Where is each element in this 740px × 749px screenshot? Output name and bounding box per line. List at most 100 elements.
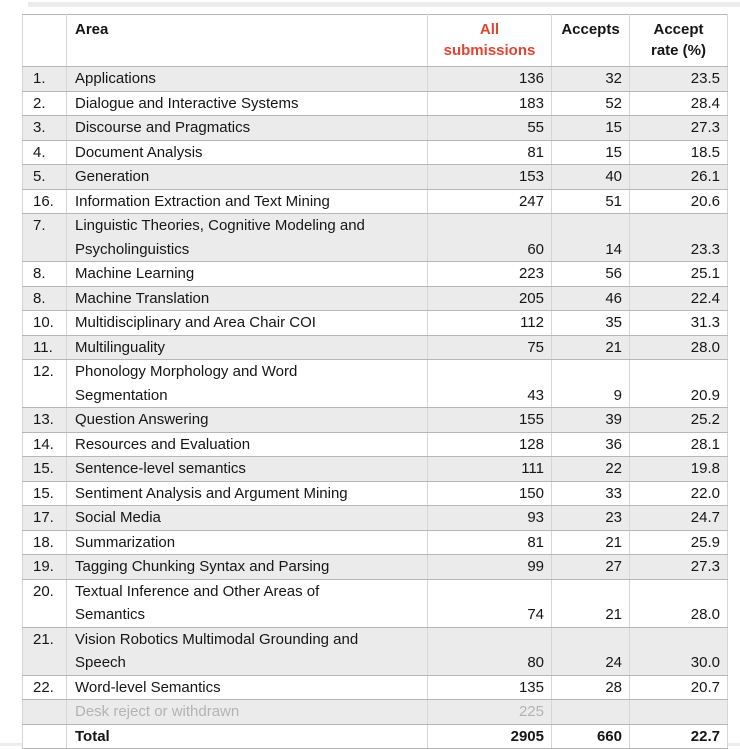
accepts-cell: 15 (551, 115, 630, 141)
accepts-cell: 22 (551, 456, 630, 482)
accept-rate-cell: 20.9 (629, 359, 728, 408)
accepts-cell: 40 (551, 164, 630, 190)
accept-rate-cell: 22.7 (629, 723, 728, 749)
col-header-accept-rate: Accept rate (%) (629, 14, 728, 67)
area-cell: Word-level Semantics (66, 674, 428, 700)
area-cell: Information Extraction and Text Mining (66, 188, 428, 214)
accept-rate-cell: 26.1 (629, 164, 728, 190)
all-submissions-cell: 81 (427, 529, 552, 555)
table-row: 19. Tagging Chunking Syntax and Parsing … (22, 554, 728, 580)
all-submissions-cell: 55 (427, 115, 552, 141)
all-submissions-cell: 136 (427, 66, 552, 92)
cropped-content-edge-top (28, 2, 740, 7)
area-cell: Document Analysis (66, 139, 428, 165)
row-number-cell: 15. (22, 480, 67, 506)
table-row: 10. Multidisciplinary and Area Chair COI… (22, 310, 728, 336)
area-cell: Generation (66, 164, 428, 190)
all-submissions-cell: 153 (427, 164, 552, 190)
accepts-cell: 52 (551, 90, 630, 116)
area-cell: Sentiment Analysis and Argument Mining (66, 480, 428, 506)
area-cell: Vision Robotics Multimodal Grounding and… (66, 626, 428, 676)
all-submissions-cell: 247 (427, 188, 552, 214)
row-number-cell: 1. (22, 66, 67, 92)
area-cell: Summarization (66, 529, 428, 555)
accept-rate-cell: 25.1 (629, 261, 728, 287)
all-submissions-cell: 93 (427, 505, 552, 531)
all-submissions-cell: 205 (427, 285, 552, 311)
all-submissions-cell: 225 (427, 699, 552, 725)
accepts-cell: 56 (551, 261, 630, 287)
accept-rate-cell: 28.0 (629, 578, 728, 628)
row-number-cell: 4. (22, 139, 67, 165)
all-submissions-cell: 60 (427, 213, 552, 262)
area-cell: Textual Inference and Other Areas of Sem… (66, 578, 428, 628)
area-cell: Linguistic Theories, Cognitive Modeling … (66, 213, 428, 262)
table-row: 13. Question Answering 155 39 25.2 (22, 407, 728, 433)
table-row: 16. Information Extraction and Text Mini… (22, 188, 728, 214)
table-row: 12. Phonology Morphology and Word Segmen… (22, 359, 728, 408)
header-row: Area All submissions Accepts Accept rate… (22, 14, 728, 67)
row-number-cell: 5. (22, 164, 67, 190)
all-submissions-cell: 2905 (427, 723, 552, 749)
accepts-cell: 14 (551, 213, 630, 262)
row-number-cell: 20. (22, 578, 67, 628)
all-submissions-cell: 43 (427, 359, 552, 408)
accepts-cell: 21 (551, 334, 630, 360)
area-cell: Resources and Evaluation (66, 431, 428, 457)
accept-rate-cell: 23.3 (629, 213, 728, 262)
area-cell: Multidisciplinary and Area Chair COI (66, 310, 428, 336)
table-row: 2. Dialogue and Interactive Systems 183 … (22, 90, 728, 116)
table-row: 15. Sentiment Analysis and Argument Mini… (22, 480, 728, 506)
all-submissions-cell: 111 (427, 456, 552, 482)
accept-rate-cell: 27.3 (629, 115, 728, 141)
accept-rate-cell: 25.2 (629, 407, 728, 433)
all-submissions-cell: 155 (427, 407, 552, 433)
row-number-cell: 18. (22, 529, 67, 555)
all-submissions-cell: 74 (427, 578, 552, 628)
all-submissions-cell: 183 (427, 90, 552, 116)
accepts-cell: 28 (551, 674, 630, 700)
accepts-cell: 9 (551, 359, 630, 408)
accept-rate-cell (629, 699, 728, 725)
all-submissions-cell: 80 (427, 626, 552, 676)
accepts-cell: 36 (551, 431, 630, 457)
all-submissions-cell: 81 (427, 139, 552, 165)
area-cell: Social Media (66, 505, 428, 531)
accepts-cell (551, 699, 630, 725)
accept-rate-cell: 28.1 (629, 431, 728, 457)
table-row: 5. Generation 153 40 26.1 (22, 164, 728, 190)
col-header-number (22, 14, 67, 67)
accepts-cell: 46 (551, 285, 630, 311)
table-row: 8. Machine Translation 205 46 22.4 (22, 285, 728, 311)
all-submissions-cell: 135 (427, 674, 552, 700)
row-number-cell: 12. (22, 359, 67, 408)
table-row: 20. Textual Inference and Other Areas of… (22, 578, 728, 628)
accept-rate-cell: 30.0 (629, 626, 728, 676)
row-number-cell: 2. (22, 90, 67, 116)
row-number-cell: 7. (22, 213, 67, 262)
table-row: 11. Multilinguality 75 21 28.0 (22, 334, 728, 360)
accept-rate-cell: 22.4 (629, 285, 728, 311)
all-submissions-cell: 150 (427, 480, 552, 506)
row-number-cell: 8. (22, 285, 67, 311)
row-number-cell (22, 699, 67, 725)
accepts-cell: 51 (551, 188, 630, 214)
accepts-cell: 15 (551, 139, 630, 165)
row-number-cell (22, 723, 67, 749)
all-submissions-cell: 112 (427, 310, 552, 336)
accept-rate-cell: 22.0 (629, 480, 728, 506)
table-row: 8. Machine Learning 223 56 25.1 (22, 261, 728, 287)
table-row: 21. Vision Robotics Multimodal Grounding… (22, 626, 728, 676)
accepts-cell: 24 (551, 626, 630, 676)
accept-rate-cell: 28.0 (629, 334, 728, 360)
area-cell: Multilinguality (66, 334, 428, 360)
row-number-cell: 10. (22, 310, 67, 336)
accept-rate-cell: 28.4 (629, 90, 728, 116)
all-submissions-cell: 128 (427, 431, 552, 457)
accept-rate-cell: 18.5 (629, 139, 728, 165)
desk-reject-row: Desk reject or withdrawn 225 (22, 699, 728, 725)
row-number-cell: 3. (22, 115, 67, 141)
table-row: 17. Social Media 93 23 24.7 (22, 505, 728, 531)
table-row: 3. Discourse and Pragmatics 55 15 27.3 (22, 115, 728, 141)
